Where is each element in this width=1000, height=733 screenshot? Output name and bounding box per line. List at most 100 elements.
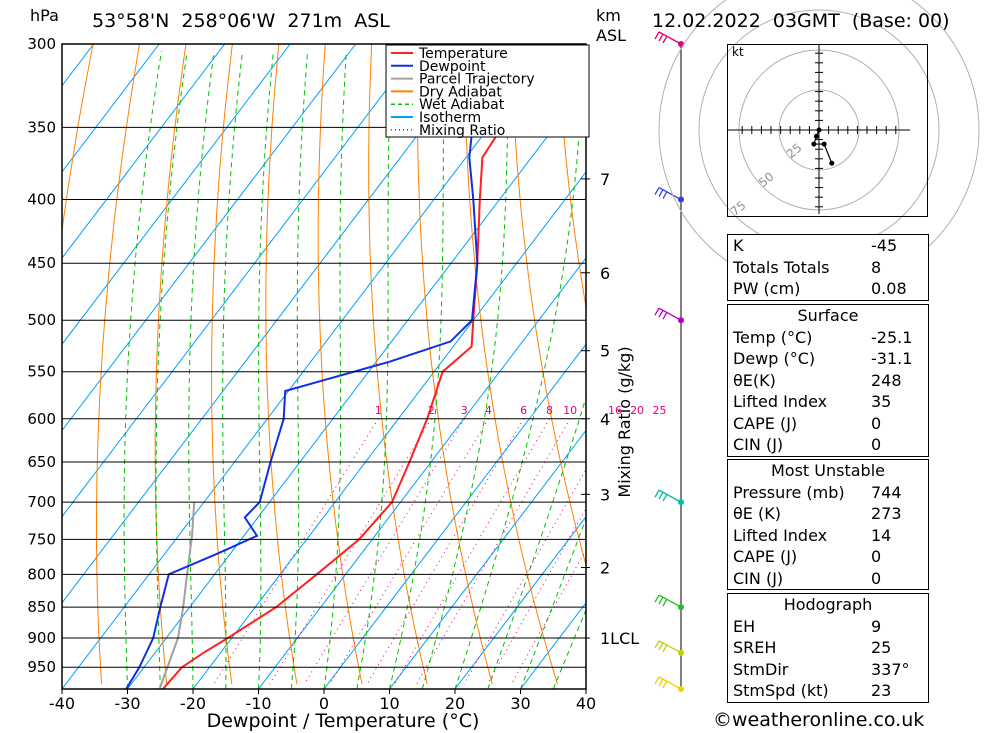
mixing-ratio-line — [366, 418, 525, 685]
pressure-tick-label: 650 — [27, 453, 56, 471]
temperature-profile-line — [162, 44, 547, 689]
hodograph-box — [727, 44, 928, 217]
mixing-ratio-line — [269, 418, 432, 685]
most-unstable-table: Most Unstable Pressure (mb) 744 θE (K) 273… — [727, 459, 929, 590]
surface-temp-value: -25.1 — [871, 327, 913, 347]
mu-cin-label: CIN (J) — [733, 568, 784, 588]
dry-adiabat-line — [557, 44, 586, 310]
wind-barb — [654, 186, 682, 201]
pressure-tick-label: 950 — [27, 658, 56, 676]
mixing-ratio-label: 8 — [546, 404, 553, 417]
height-tick-label: 1LCL — [600, 629, 639, 648]
pressure-tick-label: 600 — [27, 410, 56, 428]
mixing-ratio-axis-title: Mixing Ratio (g/kg) — [615, 346, 634, 497]
dry-adiabat-line — [464, 44, 558, 685]
dewpoint-profile-line — [125, 44, 495, 689]
surface-title: Surface — [797, 306, 859, 325]
wind-barb — [654, 594, 682, 608]
dry-adiabat-line — [368, 44, 428, 685]
surface-cape-value: 0 — [871, 413, 882, 433]
isotherm-line — [62, 44, 226, 259]
pressure-tick-label: 750 — [27, 530, 56, 548]
stmdir-value: 337° — [871, 659, 910, 679]
wet-adiabat-line — [389, 51, 446, 689]
wet-adiabat-line — [454, 51, 585, 689]
stmspd-value: 23 — [871, 681, 892, 700]
dry-adiabat-line — [62, 44, 94, 235]
mixing-ratio-label: 1 — [375, 404, 382, 417]
mu-cape-label: CAPE (J) — [733, 547, 798, 566]
mu-li-value: 14 — [871, 525, 892, 545]
x-axis-title: Dewpoint / Temperature (°C) — [207, 710, 480, 732]
eh-label: EH — [733, 616, 756, 636]
mixing-ratio-line — [463, 468, 586, 685]
pressure-tick-label: 350 — [27, 118, 56, 136]
surface-cin-value: 0 — [871, 435, 882, 454]
hodograph-point — [811, 141, 817, 147]
totals-totals-value: 8 — [871, 257, 882, 277]
mixing-ratio-line — [487, 507, 586, 685]
height-tick-label: 7 — [600, 170, 610, 189]
mixing-ratio-line — [329, 418, 489, 685]
height-tick-label: 4 — [600, 410, 610, 429]
wet-adiabat-line — [356, 51, 392, 689]
surface-table: Surface Temp (°C) -25.1 Dewp (°C) -31.1 θE… — [727, 304, 929, 457]
wet-adiabat-line — [487, 395, 586, 689]
dry-adiabat-line — [154, 44, 187, 685]
pw-value: 0.08 — [871, 279, 907, 298]
surface-cin-label: CIN (J) — [733, 435, 784, 454]
pressure-tick-label: 900 — [27, 629, 56, 647]
hodograph-point — [829, 160, 835, 166]
mixing-ratio-line — [416, 418, 571, 685]
legend-entry-label: Dewpoint — [419, 59, 486, 75]
totals-totals-label: Totals Totals — [733, 257, 830, 277]
height-tick-label: 2 — [600, 559, 610, 578]
temperature-tick-label: -20 — [180, 694, 206, 713]
dry-adiabat-line — [929, 44, 1000, 684]
isotherm-line — [62, 44, 291, 346]
legend-entry-label: Dry Adiabat — [419, 84, 502, 100]
isotherm-line — [62, 44, 357, 432]
pressure-unit-label: hPa — [30, 6, 59, 25]
isotherm-line — [62, 44, 553, 689]
hodograph-point — [816, 127, 822, 133]
pressure-tick-label: 700 — [27, 493, 56, 511]
surface-dewp-label: Dewp (°C) — [733, 349, 816, 368]
dry-adiabat-line — [416, 44, 493, 685]
pressure-tick-label: 850 — [27, 598, 56, 616]
surface-temp-label: Temp (°C) — [733, 327, 813, 347]
dry-adiabat-line — [510, 44, 586, 567]
mixing-ratio-label: 2 — [428, 404, 435, 417]
wet-adiabat-line — [188, 51, 215, 689]
dry-adiabat-line — [96, 44, 140, 685]
temperature-tick-label: -10 — [245, 694, 271, 713]
legend-entry-label: Mixing Ratio — [419, 123, 505, 139]
sreh-label: SREH — [733, 638, 777, 657]
mixing-ratio-label: 6 — [520, 404, 527, 417]
wet-adiabat-line — [421, 51, 510, 689]
mu-pressure-label: Pressure (mb) — [733, 482, 845, 502]
k-index-label: K — [733, 236, 744, 255]
location-title: 53°58'N 258°06'W 271m ASL — [92, 10, 390, 32]
mu-cape-value: 0 — [871, 547, 882, 566]
temperature-tick-label: 20 — [445, 694, 465, 713]
mu-cin-value: 0 — [871, 568, 882, 588]
mixing-ratio-label: 25 — [653, 404, 667, 417]
temperature-tick-label: 0 — [319, 694, 329, 713]
surface-li-value: 35 — [871, 392, 892, 411]
copyright-text: ©weatheronline.co.uk — [713, 709, 925, 731]
isotherm-line — [389, 429, 586, 689]
dry-adiabat-line — [317, 44, 363, 685]
surface-dewp-value: -31.1 — [871, 349, 913, 368]
mu-thetae-label: θE (K) — [733, 504, 781, 523]
plot-frame — [61, 43, 587, 690]
wet-adiabat-line — [290, 51, 309, 689]
height-tick-label: 3 — [600, 485, 610, 504]
mixing-ratio-label: 4 — [485, 404, 492, 417]
legend-entry-label: Wet Adiabat — [419, 97, 505, 113]
hodograph-table: Hodograph EH 9 SREH 25 StmDir 337° StmSpd (… — [727, 593, 929, 703]
pressure-tick-label: 800 — [27, 565, 56, 583]
pressure-tick-label: 300 — [27, 35, 56, 53]
hodograph-point — [821, 141, 827, 147]
isotherm-line — [258, 257, 586, 689]
